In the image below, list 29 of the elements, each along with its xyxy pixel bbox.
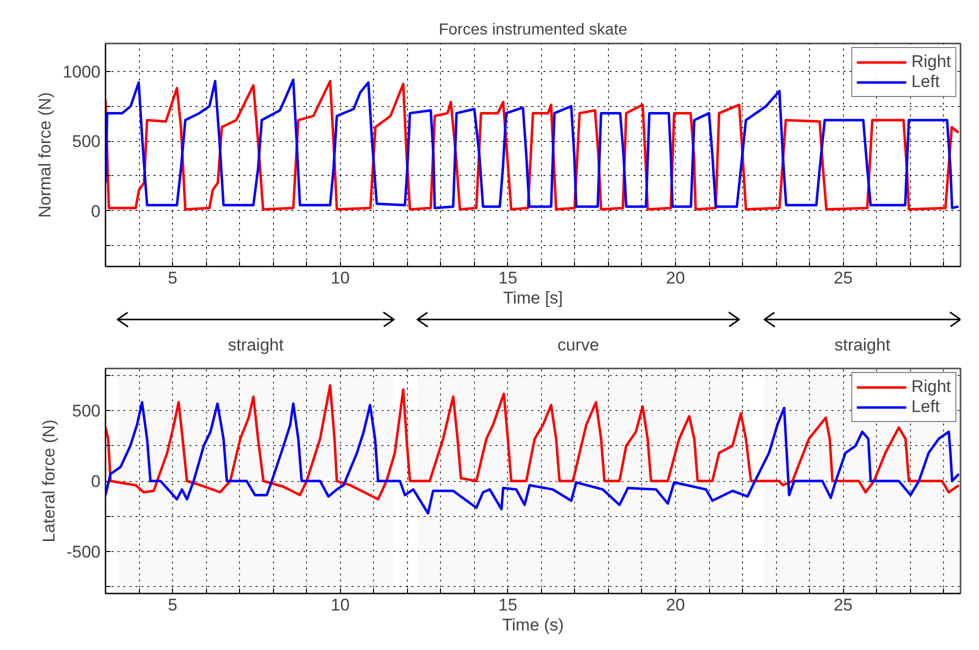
- legend-label: Left: [911, 72, 940, 92]
- x-tick-label: 15: [498, 268, 518, 288]
- line-series: [106, 401, 960, 515]
- legend-label: Right: [911, 377, 951, 397]
- x-tick-label: 25: [834, 596, 853, 614]
- y-tick-label: 0: [91, 202, 101, 221]
- x-tick-label: 5: [168, 596, 178, 614]
- x-tick-label: 10: [330, 268, 350, 288]
- y-tick-label: 1000: [62, 62, 101, 82]
- x-tick-label: 25: [834, 268, 853, 288]
- x-tick-label: 20: [666, 596, 685, 614]
- y-tick-label: 500: [72, 132, 101, 152]
- y-tick-label: 500: [72, 402, 101, 421]
- band-label: straight: [228, 336, 284, 354]
- y-axis-title: Normal force (N): [36, 92, 55, 218]
- chart-title: Forces instrumented skate: [438, 22, 628, 38]
- x-axis-title: Time [s]: [503, 288, 563, 308]
- legend-label: Left: [911, 397, 940, 417]
- x-axis-title: Time (s): [502, 616, 564, 634]
- x-tick-label: 15: [498, 596, 518, 614]
- x-tick-label: 20: [666, 268, 685, 288]
- y-tick-label: 0: [91, 472, 101, 491]
- x-tick-label: 5: [168, 268, 178, 288]
- x-tick-label: 10: [330, 596, 350, 614]
- y-axis-title: Lateral force (N): [39, 420, 58, 542]
- legend-label: Right: [911, 52, 951, 72]
- y-tick-label: -500: [66, 542, 101, 562]
- band-label: straight: [834, 336, 891, 354]
- band-label: curve: [557, 336, 600, 354]
